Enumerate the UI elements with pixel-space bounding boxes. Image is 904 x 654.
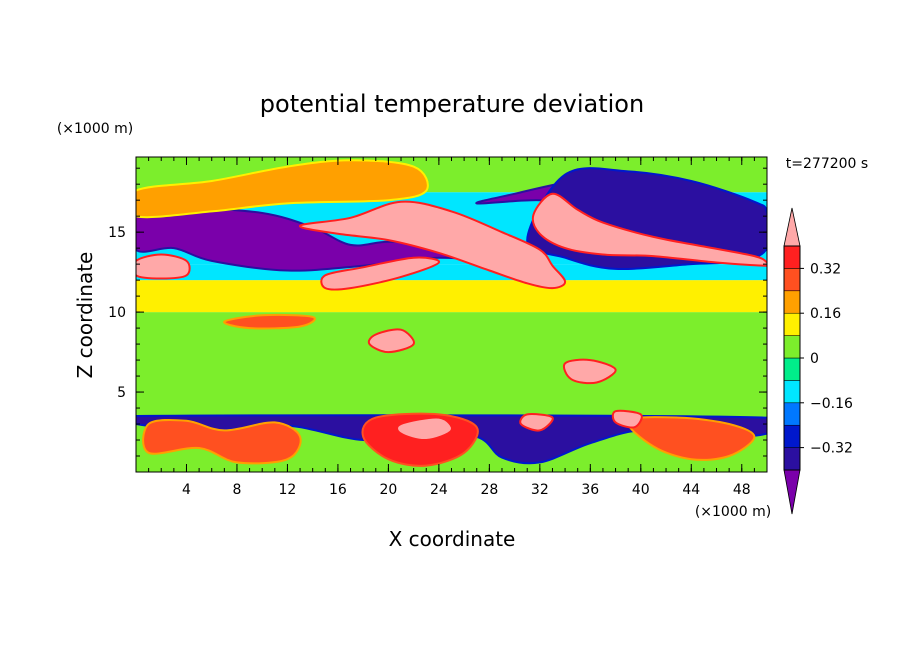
x-tick-label: 12 — [279, 482, 297, 498]
low-pink-23-region — [396, 416, 453, 442]
chart-title: potential temperature deviation — [260, 90, 644, 118]
x-tick-label: 28 — [480, 482, 498, 498]
y-tick-label: 10 — [108, 305, 126, 321]
colorbar-segment — [783, 245, 801, 269]
y-axis-title: Z coordinate — [73, 252, 97, 379]
background-band — [136, 280, 767, 313]
colorbar-extend-min — [783, 469, 801, 515]
x-tick-label: 24 — [430, 482, 448, 498]
warm-patch-mid-region — [320, 256, 440, 291]
colorbar-extend-max — [783, 207, 801, 247]
background-band — [136, 312, 767, 417]
colorbar-tick-label: −0.32 — [810, 441, 853, 457]
y-tick-label: 5 — [117, 385, 126, 401]
x-tick-label: 20 — [379, 482, 397, 498]
colorbar-tick-label: 0.32 — [810, 261, 841, 277]
x-tick-label: 44 — [682, 482, 700, 498]
warm-cloud-36-region — [562, 358, 617, 385]
x-tick-label: 4 — [182, 482, 191, 498]
mid-warm-7km-region — [367, 328, 415, 354]
y-tick-label: 15 — [108, 225, 126, 241]
warm-tongue-east-region — [531, 192, 767, 267]
y-axis: 5 10 15 — [108, 167, 767, 457]
x-tick-label: 8 — [232, 482, 241, 498]
mid-warm-9km-region — [223, 313, 316, 330]
colorbar-segment — [783, 357, 801, 381]
colorbar-segment — [783, 268, 801, 292]
colorbar-tick-label: 0.16 — [810, 306, 841, 322]
x-tick-label: 40 — [632, 482, 650, 498]
x-unit-label: (×1000 m) — [695, 504, 771, 520]
low-warm-cluster-west-region — [142, 418, 302, 465]
low-warm-cluster-east-region — [626, 416, 756, 461]
time-label: t=277200 s — [786, 156, 868, 172]
colorbar-tick-label: 0 — [810, 351, 819, 367]
colorbar: 0.32 0.16 0 −0.16 −0.32 — [783, 207, 853, 515]
colorbar-segment — [783, 312, 801, 336]
x-tick-label: 32 — [531, 482, 549, 498]
contour-field — [136, 157, 767, 472]
x-axis-title: X coordinate — [389, 527, 516, 551]
colorbar-segment — [783, 290, 801, 314]
colorbar-tick-label: −0.16 — [810, 396, 853, 412]
colorbar-segment — [783, 447, 801, 471]
colorbar-segment — [783, 380, 801, 404]
x-tick-label: 48 — [733, 482, 751, 498]
low-pink-32-region — [519, 413, 554, 432]
low-pink-38-region — [611, 409, 643, 429]
x-axis: 4 8 12 16 20 24 28 32 36 40 44 48 — [148, 157, 755, 498]
x-tick-label: 36 — [581, 482, 599, 498]
colorbar-segment — [783, 424, 801, 448]
colorbar-segment — [783, 335, 801, 359]
y-unit-label: (×1000 m) — [57, 121, 133, 137]
top-yellow-arc-region — [136, 159, 429, 219]
colorbar-segment — [783, 402, 801, 426]
warm-patch-left-region — [136, 253, 191, 280]
x-tick-label: 16 — [329, 482, 347, 498]
warm-tongue-west-region — [299, 200, 567, 290]
